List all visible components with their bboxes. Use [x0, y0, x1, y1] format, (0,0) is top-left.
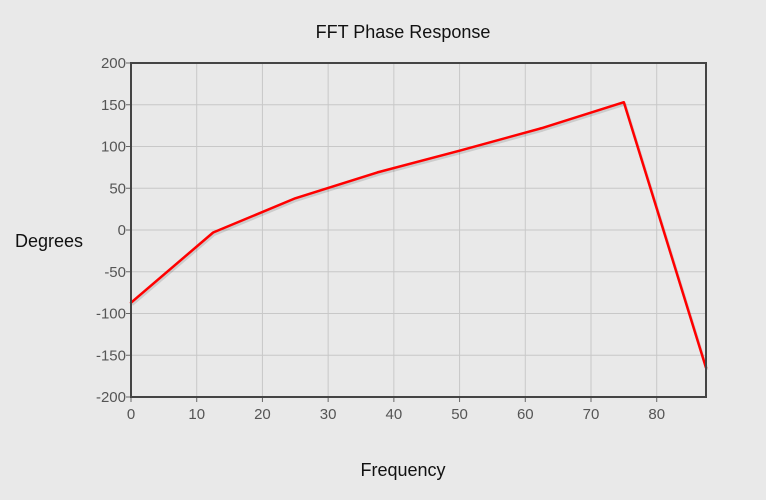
y-tick-label: -100	[96, 306, 126, 323]
y-tick-label: 200	[101, 55, 126, 72]
y-tick-label: 0	[118, 222, 126, 239]
y-tick-label: 100	[101, 139, 126, 156]
x-tick-label: 70	[583, 406, 600, 423]
x-tick-label: 80	[648, 406, 665, 423]
x-tick-label: 60	[517, 406, 534, 423]
x-tick-label: 40	[386, 406, 403, 423]
plot-border	[130, 62, 707, 398]
series-group	[129, 100, 709, 371]
x-tick-label: 0	[127, 406, 135, 423]
y-axis-label: Degrees	[15, 231, 83, 251]
x-tick-label: 50	[451, 406, 468, 423]
x-axis-label: Frequency	[360, 460, 445, 480]
y-tick-label: 150	[101, 97, 126, 114]
series-shadow	[131, 102, 709, 371]
y-tick-label: -150	[96, 347, 126, 364]
x-tick-label: 30	[320, 406, 337, 423]
series-line	[129, 100, 708, 370]
y-tick-label: 50	[109, 180, 126, 197]
x-tick-labels: 0 10 20 30 40 50 60 70 80	[127, 406, 665, 423]
x-tick-label: 20	[254, 406, 271, 423]
x-tick-label: 10	[188, 406, 205, 423]
chart-title: FFT Phase Response	[316, 22, 491, 42]
y-tick-label: -200	[96, 389, 126, 406]
y-tick-label: -50	[104, 264, 126, 281]
y-tick-labels: 200 150 100 50 0 -50 -100 -150 -200	[96, 55, 126, 406]
